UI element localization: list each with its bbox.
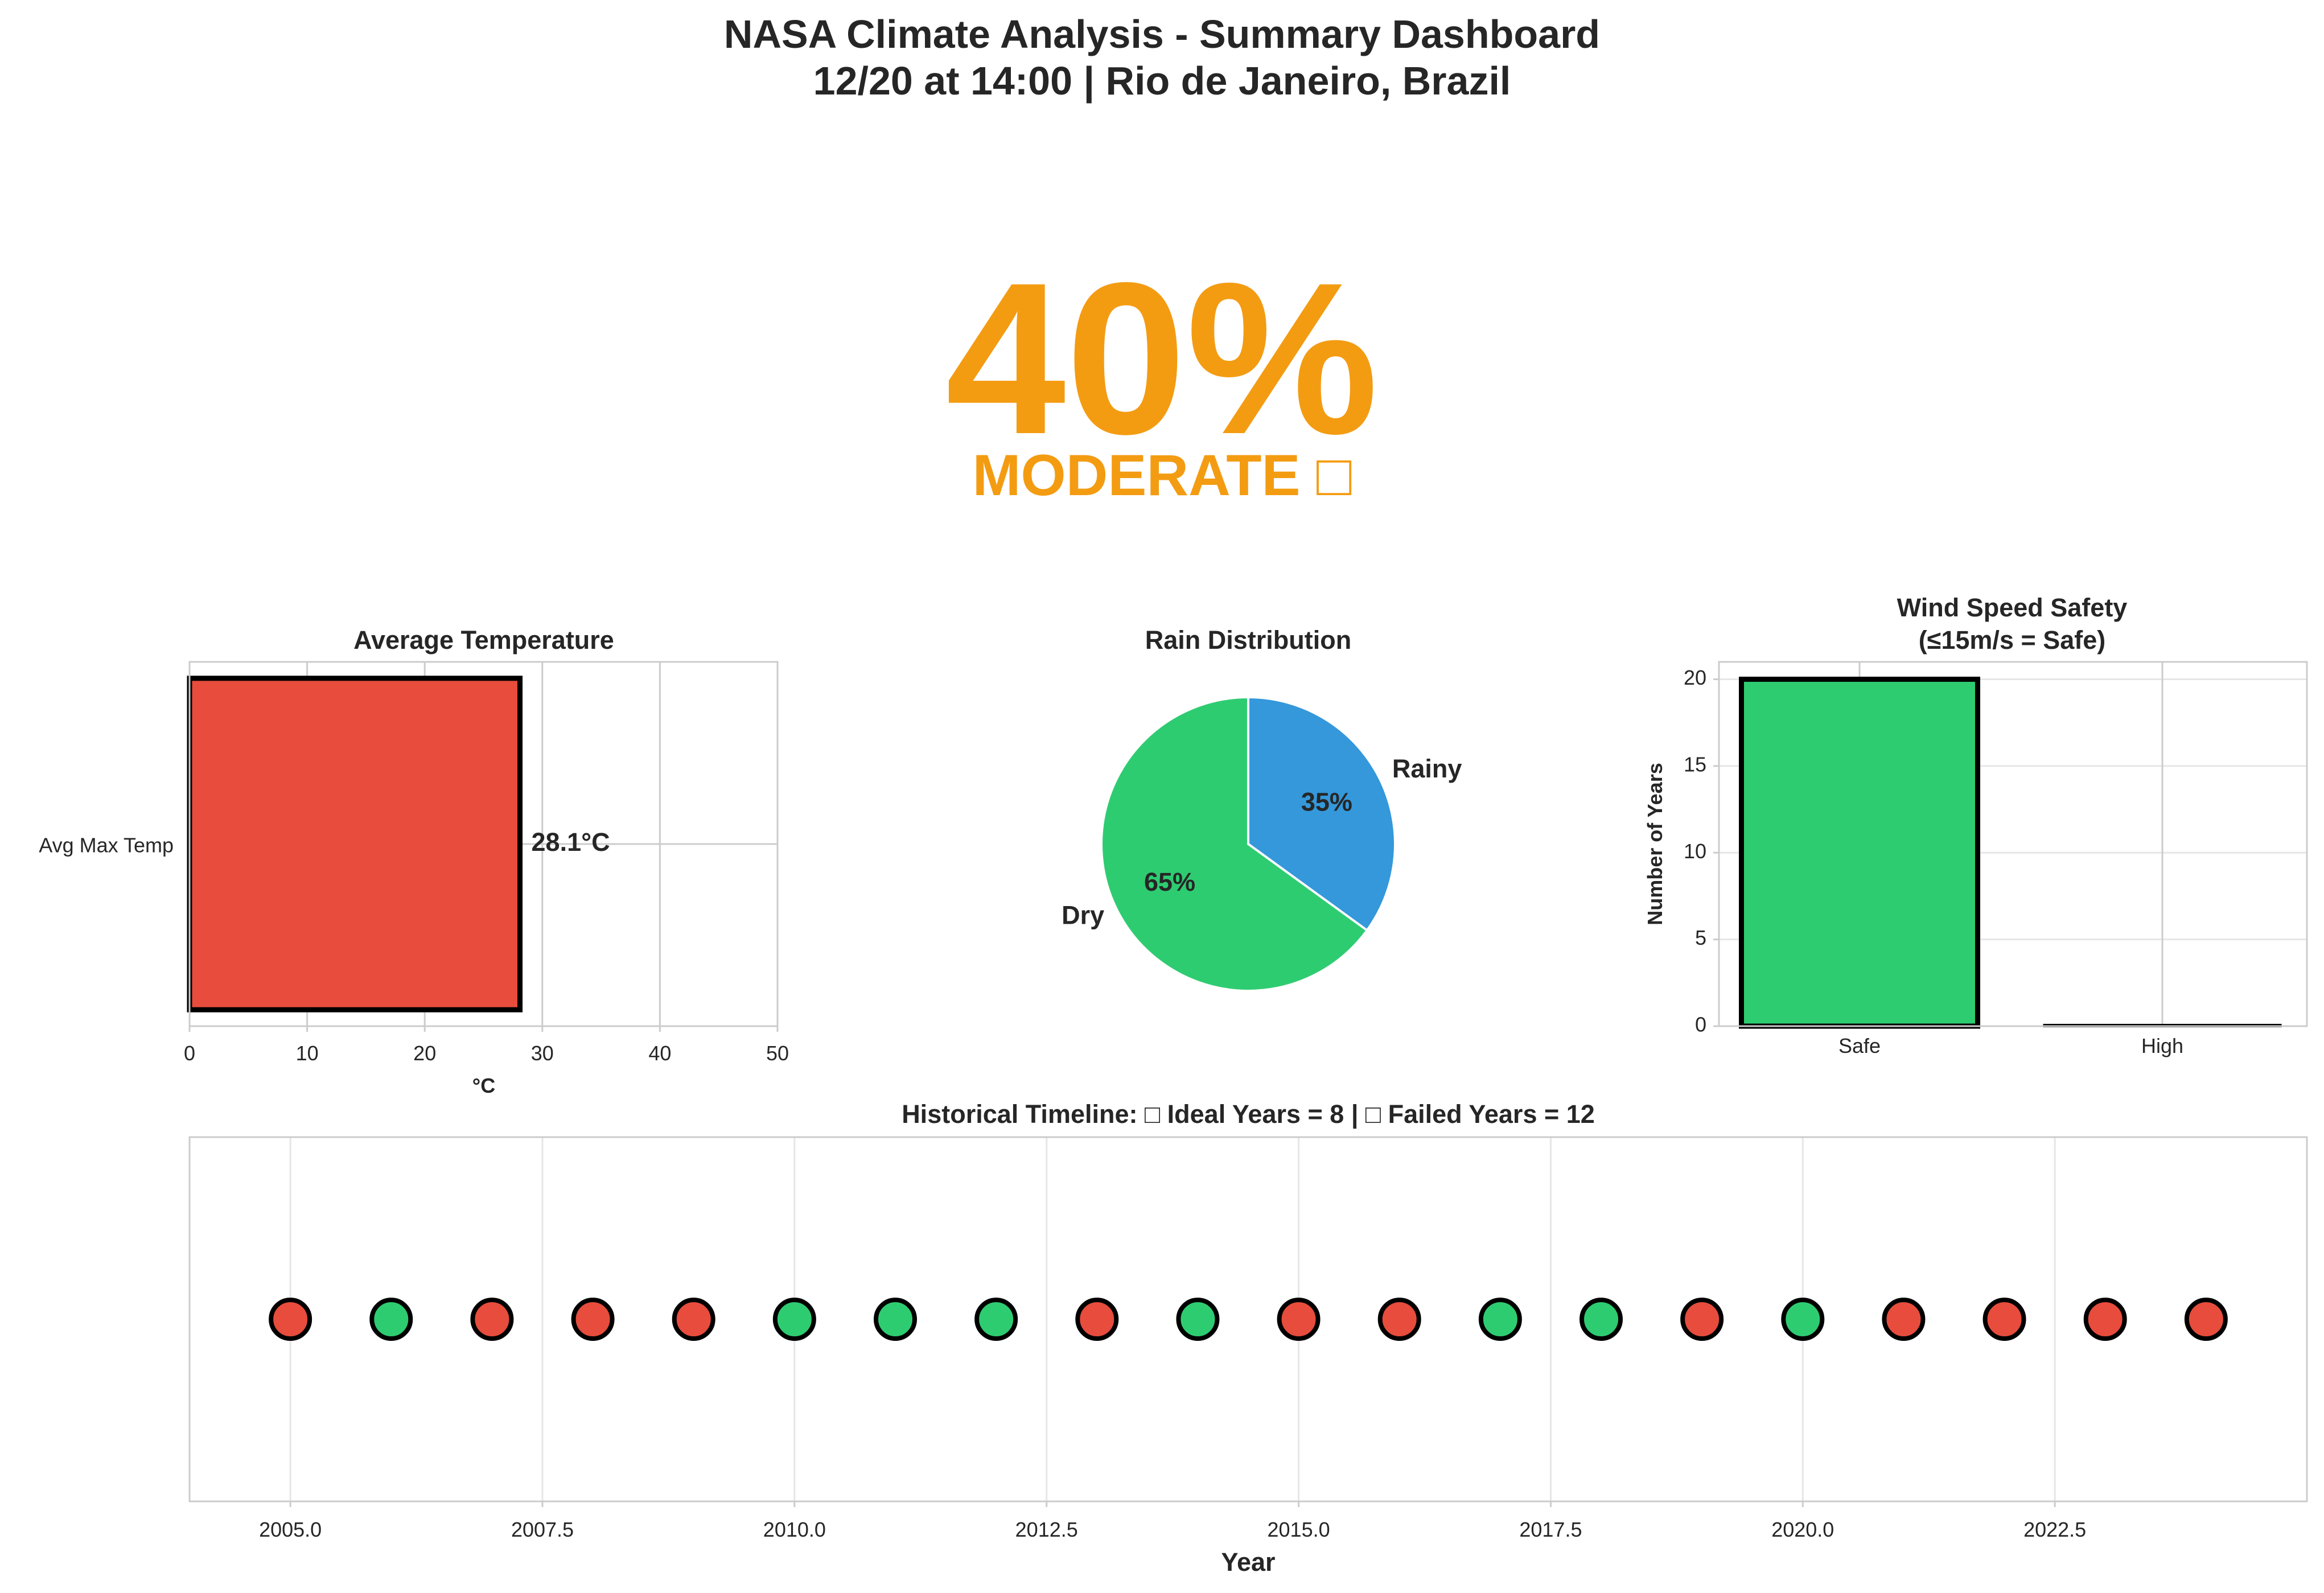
timeline-tick-label: 2010.0 (763, 1518, 826, 1541)
timeline-points (269, 1298, 2228, 1341)
timeline-point-ideal (1781, 1298, 1825, 1341)
wind-tick-label: 15 (1684, 752, 1706, 776)
temperature-tick-label: 10 (296, 1042, 319, 1065)
timeline-tick-label: 2022.5 (2023, 1518, 2086, 1541)
wind-frame (1718, 661, 2308, 1027)
timeline-point-failed (1982, 1298, 2026, 1341)
temperature-frame (188, 661, 779, 1027)
pie-pct-dry: 65% (1144, 867, 1195, 896)
temperature-bar (187, 676, 523, 1012)
timeline-point-failed (2184, 1298, 2228, 1341)
temperature-chart-title: Average Temperature (353, 625, 614, 655)
timeline-tick-label: 2017.5 (1519, 1518, 1582, 1541)
pie-slice-dry (1100, 695, 1369, 992)
rain-chart-title: Rain Distribution (1145, 625, 1351, 655)
pie-slice-rainy (1247, 695, 1396, 932)
pie-label-dry: Dry (1062, 901, 1104, 930)
timeline-point-ideal (1176, 1298, 1220, 1341)
timeline-point-failed (672, 1298, 715, 1341)
temperature-data-label: 28.1°C (532, 828, 610, 857)
dashboard-title-line1: NASA Climate Analysis - Summary Dashboar… (723, 12, 1601, 56)
timeline-point-failed (470, 1298, 514, 1341)
timeline-tick-label: 2015.0 (1268, 1518, 1330, 1541)
dashboard-title-line2: 12/20 at 14:00 | Rio de Janeiro, Brazil (813, 59, 1511, 103)
temperature-tick-label: 20 (413, 1042, 436, 1065)
timeline-chart-title: Historical Timeline: □ Ideal Years = 8 |… (902, 1100, 1595, 1129)
rain-chart: Rain Distribution 35% 65% Rainy Dry (1062, 625, 1462, 992)
temperature-x-ticks: 0 10 20 30 40 50 (184, 1026, 789, 1065)
timeline-point-failed (269, 1298, 312, 1341)
wind-tick-label: 0 (1695, 1013, 1706, 1036)
timeline-x-axis-label: Year (1221, 1547, 1275, 1576)
wind-tick-label: 10 (1684, 839, 1706, 863)
status-label: MODERATE □ (972, 443, 1352, 508)
wind-category-safe: Safe (1838, 1034, 1881, 1057)
timeline-point-failed (1277, 1298, 1321, 1341)
wind-tick-label: 20 (1684, 666, 1706, 689)
wind-category-high: High (2141, 1034, 2183, 1057)
timeline-point-ideal (874, 1298, 917, 1341)
timeline-tick-label: 2005.0 (259, 1518, 322, 1541)
timeline-point-failed (571, 1298, 615, 1341)
timeline-point-ideal (974, 1298, 1018, 1341)
wind-tick-label: 5 (1695, 926, 1706, 949)
timeline-chart: Historical Timeline: □ Ideal Years = 8 |… (188, 1100, 2308, 1576)
success-percentage: 40% (945, 237, 1379, 479)
timeline-frame (188, 1136, 2308, 1503)
timeline-point-failed (1680, 1298, 1724, 1341)
timeline-point-failed (1377, 1298, 1421, 1341)
timeline-point-failed (2083, 1298, 2127, 1341)
temperature-tick-label: 0 (184, 1042, 195, 1065)
pie-label-rainy: Rainy (1392, 754, 1462, 783)
temperature-x-axis-label: °C (472, 1074, 495, 1097)
timeline-point-failed (1075, 1298, 1119, 1341)
temperature-tick-label: 30 (531, 1042, 554, 1065)
timeline-tick-label: 2007.5 (511, 1518, 574, 1541)
wind-chart-title: Wind Speed Safety (1897, 593, 2128, 622)
timeline-point-ideal (1478, 1298, 1522, 1341)
timeline-point-ideal (772, 1298, 816, 1341)
timeline-point-failed (1882, 1298, 1926, 1341)
temperature-tick-label: 50 (766, 1042, 789, 1065)
timeline-point-ideal (369, 1298, 413, 1341)
wind-chart-subtitle: (≤15m/s = Safe) (1919, 625, 2106, 655)
temperature-chart: Average Temperature 28.1°C Avg Max Temp … (39, 625, 789, 1097)
wind-y-axis-label: Number of Years (1643, 763, 1667, 925)
temperature-tick-label: 40 (648, 1042, 671, 1065)
timeline-point-ideal (1580, 1298, 1623, 1341)
timeline-x-ticks: 2005.0 2007.5 2010.0 2012.5 2015.0 2017.5 2020… (259, 1501, 2086, 1541)
pie-pct-rainy: 35% (1301, 788, 1352, 817)
temperature-category-label: Avg Max Temp (39, 834, 174, 857)
timeline-tick-label: 2012.5 (1015, 1518, 1078, 1541)
wind-y-ticks: 0 5 10 15 20 (1684, 666, 1719, 1036)
wind-bar-safe (1739, 676, 1980, 1029)
timeline-tick-label: 2020.0 (1771, 1518, 1834, 1541)
wind-chart: Wind Speed Safety (≤15m/s = Safe) 0 5 10 15… (1643, 593, 2308, 1057)
